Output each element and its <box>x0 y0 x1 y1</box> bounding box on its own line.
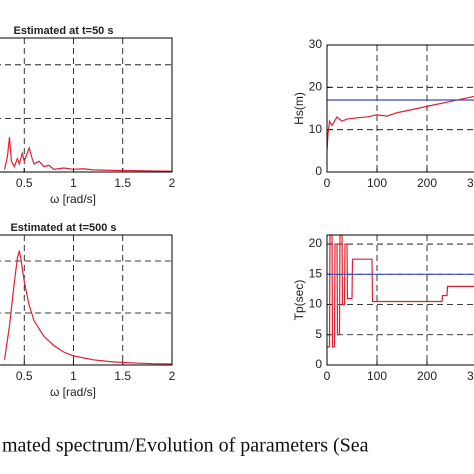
x-tick-label: 2 <box>169 176 176 190</box>
series-line <box>3 137 172 172</box>
y-axis-label: Tp(sec) <box>292 280 306 321</box>
y-tick-label: 0 <box>315 357 322 371</box>
x-tick-label: 0 <box>324 176 331 190</box>
series-line <box>327 95 474 151</box>
plot-area <box>0 235 172 365</box>
x-axis-label: ω [rad/s] <box>50 385 96 399</box>
x-tick-label: 1.5 <box>114 369 131 383</box>
series-line <box>3 250 172 365</box>
y-tick-label: 15 <box>309 266 323 280</box>
x-tick-label: 200 <box>417 176 437 190</box>
y-tick-label: 10 <box>309 297 323 311</box>
caption: mated spectrum/Evolution of parameters (… <box>2 435 369 457</box>
y-tick-label: 20 <box>309 236 323 250</box>
plot-clip <box>3 250 172 365</box>
x-tick-label: 100 <box>367 176 387 190</box>
axes-box <box>0 37 173 173</box>
y-tick-label: 0 <box>315 164 322 178</box>
plot-clip <box>327 235 474 348</box>
y-axis-label: Hs(m) <box>292 92 306 125</box>
plot-area <box>0 38 172 172</box>
x-tick-label: 1 <box>70 176 77 190</box>
plot-title: Estimated at t=50 s <box>14 25 114 37</box>
x-axis-label: ω [rad/s] <box>50 192 96 206</box>
x-tick-label: 100 <box>367 369 387 383</box>
x-tick-label: 300 <box>467 369 474 383</box>
y-tick-label: 5 <box>315 327 322 341</box>
axes-box <box>326 234 474 366</box>
x-tick-label: 1 <box>70 369 77 383</box>
x-tick-label: 0.5 <box>16 176 33 190</box>
x-tick-label: 0 <box>324 369 331 383</box>
x-tick-label: 1.5 <box>114 176 131 190</box>
x-tick-label: 0.5 <box>16 369 33 383</box>
x-tick-label: 300 <box>467 176 474 190</box>
plot-area <box>327 235 474 365</box>
plot-clip <box>3 137 172 172</box>
axes-box <box>0 234 173 366</box>
plot-area <box>327 45 474 172</box>
x-tick-label: 200 <box>417 369 437 383</box>
x-tick-label: 2 <box>169 369 176 383</box>
y-tick-label: 10 <box>309 122 323 136</box>
plot-clip <box>327 95 474 151</box>
y-tick-label: 20 <box>309 80 323 94</box>
y-tick-label: 30 <box>309 37 323 51</box>
plot-title: Estimated at t=500 s <box>10 222 116 234</box>
axes-box <box>326 44 474 173</box>
